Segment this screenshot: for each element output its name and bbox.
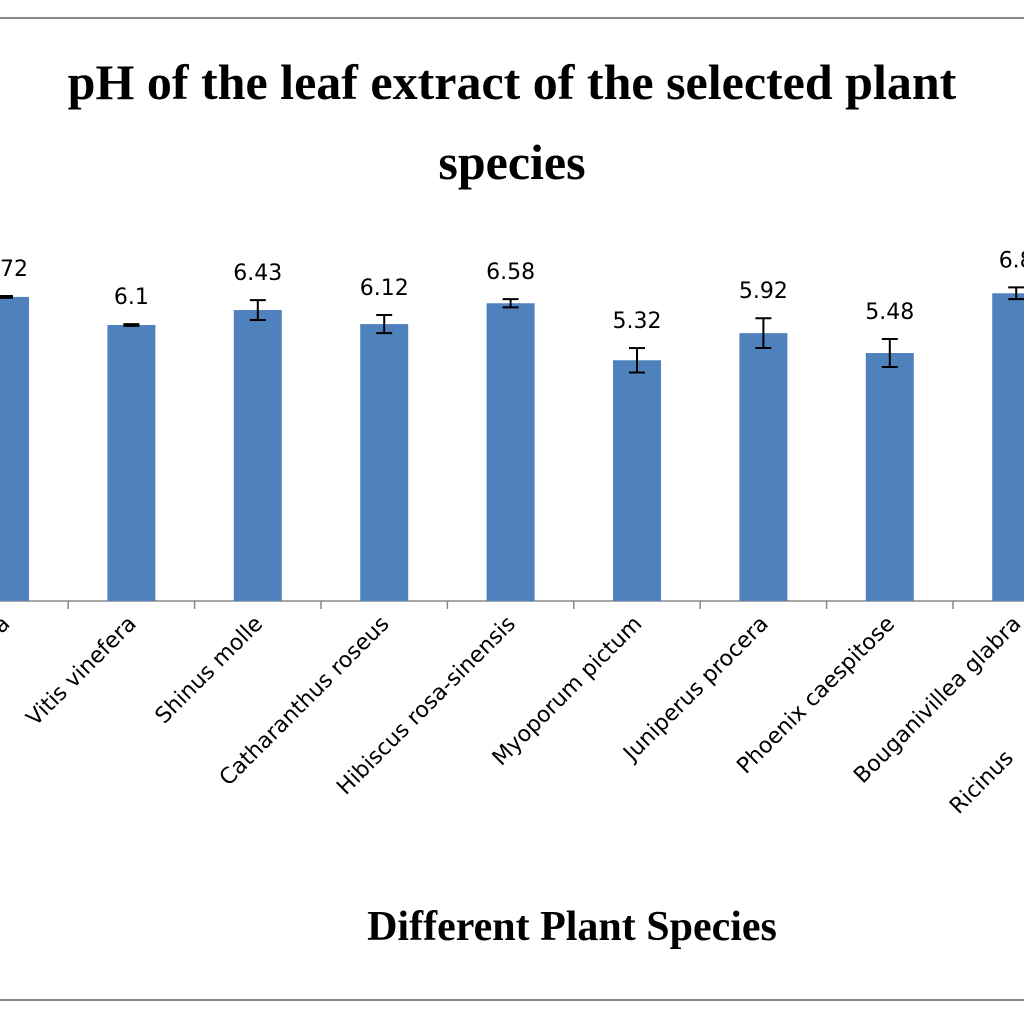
value-label: 6.43 [233, 261, 282, 286]
bar [739, 333, 788, 601]
bar [486, 303, 535, 601]
bar [0, 296, 29, 601]
x-tick-label: Shinus molle [151, 612, 268, 729]
bar [865, 353, 914, 601]
value-label: 6.8 [999, 248, 1024, 273]
value-label: 5.48 [865, 300, 914, 325]
x-tick-label: Vitis vinefera [22, 612, 142, 732]
chart-title: pH of the leaf extract of the selected p… [67, 54, 957, 190]
value-label: 6.12 [360, 276, 409, 301]
bar [107, 324, 156, 601]
bar [992, 293, 1024, 601]
bar [233, 310, 282, 601]
x-tick-label: Ricinus [945, 746, 1019, 820]
value-label: 6.1 [114, 285, 149, 310]
x-axis-label: Different Plant Species [367, 904, 777, 950]
value-label: 6.58 [486, 260, 535, 285]
value-label: 5.92 [739, 279, 788, 304]
x-tick-label: a [0, 612, 15, 639]
value-label: 5.32 [613, 309, 662, 334]
value-label: 72 [0, 257, 28, 282]
bar [360, 324, 409, 601]
bar [613, 360, 661, 601]
